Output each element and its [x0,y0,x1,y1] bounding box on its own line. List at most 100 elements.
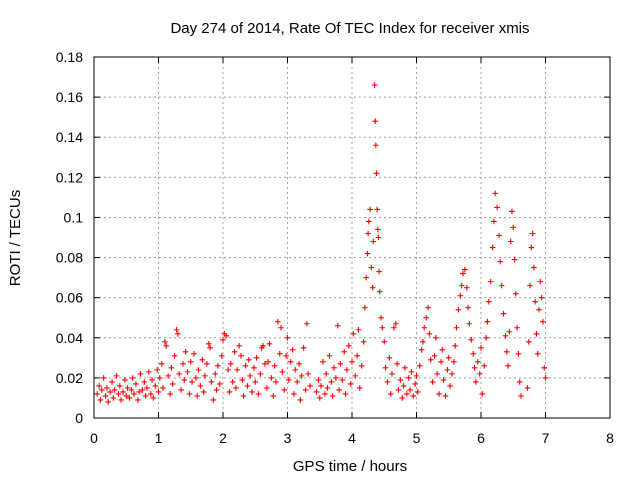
data-point [354,353,360,359]
data-point [404,391,410,397]
data-point [500,310,507,317]
data-point [364,250,371,257]
data-point [318,383,324,389]
data-point [104,385,110,391]
data-point [449,371,455,377]
data-point [344,367,350,373]
data-point [541,365,548,371]
data-point [141,379,148,385]
data-point [372,118,379,124]
data-point [489,244,496,251]
data-point [444,367,451,373]
data-point [537,278,544,285]
data-point [191,351,197,357]
data-point [412,381,419,387]
data-point [131,391,137,397]
data-point [270,393,277,399]
data-point [242,363,249,369]
data-point [110,395,117,401]
data-point [375,234,382,241]
data-point [137,371,144,377]
data-point [322,391,328,397]
data-point [395,387,402,393]
data-point [425,304,431,311]
data-point [402,365,408,371]
data-point [487,278,494,285]
x-tick-label: 0 [90,430,98,446]
data-point [163,343,170,349]
data-point [276,351,283,357]
data-point [160,385,166,391]
data-point [226,389,233,395]
data-point [178,387,184,393]
data-point [384,379,391,385]
grid [94,57,610,418]
data-point [379,324,386,331]
data-point [260,343,266,349]
y-tick-label: 0 [75,410,83,426]
data-point [386,355,393,361]
data-point [485,298,492,305]
data-point [451,359,457,365]
data-point [139,387,146,393]
data-point [465,304,471,311]
data-point [239,377,246,383]
data-point [102,393,109,399]
data-point [289,347,296,353]
data-point [156,375,163,381]
data-point [433,334,439,341]
data-point [149,377,155,383]
data-point [206,340,212,347]
data-point [123,393,130,399]
data-point [436,391,442,397]
data-point [423,314,429,321]
data-point [249,389,255,395]
y-tick-label: 0.1 [64,209,84,225]
data-point [514,324,520,331]
data-point [204,361,210,367]
data-point [155,389,162,395]
data-point [328,379,335,385]
data-point [365,218,372,225]
data-point [529,230,536,237]
data-point [96,383,102,389]
data-point [389,371,395,377]
data-point [167,391,173,397]
data-point [231,349,238,355]
data-point [440,377,447,383]
data-point [345,343,352,349]
data-point [220,336,226,343]
data-point [502,332,509,339]
data-point [407,387,413,393]
data-point [394,361,400,367]
data-point [468,336,475,343]
data-point [427,357,434,363]
x-axis-label: GPS time / hours [293,458,407,475]
data-point [528,244,535,251]
data-point [324,385,331,391]
data-point [315,377,322,383]
data-point [233,385,239,391]
data-point [281,387,288,393]
data-point [381,338,388,345]
data-point [320,359,326,365]
data-point [128,387,135,393]
data-point [360,338,367,345]
data-point [194,393,200,399]
data-point [265,359,271,365]
axis-ticks: 0 1 2 3 4 5 6 7 8 0 0.02 0.04 0.06 0.08 0.1 0.12 0.14 0.1… [56,49,614,446]
data-point [304,320,310,327]
data-point [147,391,154,397]
data-point [400,383,407,389]
data-point [105,399,111,405]
data-point [355,326,362,333]
y-tick-label: 0.08 [56,250,83,266]
data-point [218,353,225,359]
data-point [266,340,273,347]
data-point [136,389,142,395]
data-point [162,338,168,345]
data-point [462,266,468,273]
data-point [284,334,291,341]
data-point [273,379,279,385]
data-point [294,379,300,385]
